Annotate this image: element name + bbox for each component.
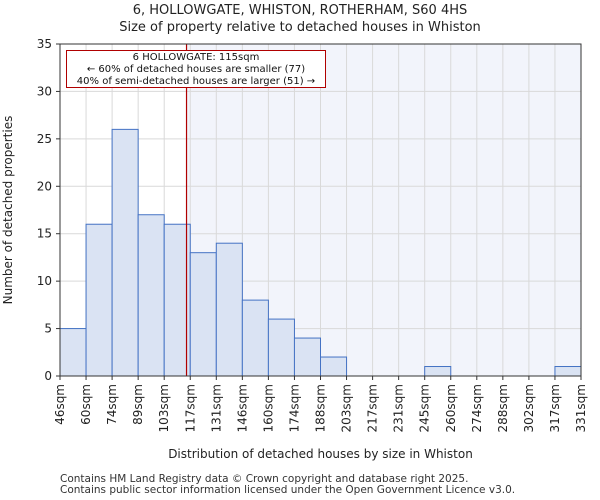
x-tick-label: 203sqm [340, 384, 354, 432]
footer-licence: Contains public sector information licen… [60, 484, 516, 496]
histogram-bar [293, 337, 322, 377]
x-tick-label: 317sqm [548, 384, 562, 432]
x-tick-label: 288sqm [496, 384, 510, 432]
annotation-line-3: 40% of semi-detached houses are larger (… [76, 76, 316, 87]
chart-title: 6, HOLLOWGATE, WHISTON, ROTHERHAM, S60 4… [132, 3, 468, 18]
y-tick-label: 35 [37, 37, 52, 51]
x-tick-label: 188sqm [314, 384, 328, 432]
x-tick-label: 89sqm [131, 384, 145, 425]
x-tick-label: 274sqm [470, 384, 484, 432]
y-tick-label: 20 [37, 179, 52, 193]
x-tick-label: 331sqm [574, 384, 588, 432]
x-tick-label: 131sqm [209, 384, 223, 432]
histogram-bar [85, 223, 113, 377]
histogram-bar [554, 366, 582, 377]
x-tick-label: 217sqm [366, 384, 380, 432]
y-tick-label: 0 [44, 369, 52, 383]
x-tick-label: 60sqm [79, 384, 93, 425]
x-tick-label: 260sqm [444, 384, 458, 432]
x-tick-label: 117sqm [183, 384, 197, 432]
x-tick-label: 231sqm [392, 384, 406, 432]
histogram-bar [59, 328, 87, 377]
annotation-line-2: ← 60% of detached houses are smaller (77… [86, 64, 306, 75]
chart-subtitle: Size of property relative to detached ho… [119, 20, 481, 35]
y-tick-label: 25 [37, 132, 52, 146]
x-tick-label: 160sqm [261, 384, 275, 432]
histogram-bar [424, 366, 452, 377]
x-tick-label: 103sqm [157, 384, 171, 432]
x-tick-label: 245sqm [418, 384, 432, 432]
x-tick-label: 146sqm [235, 384, 249, 432]
histogram-bar [137, 214, 165, 377]
x-axis-label: Distribution of detached houses by size … [168, 447, 473, 461]
x-tick-label: 302sqm [522, 384, 536, 432]
histogram-bar [267, 318, 295, 377]
x-tick-label: 46sqm [53, 384, 67, 425]
histogram-bar [189, 252, 217, 377]
property-annotation: 6 HOLLOWGATE: 115sqm ← 60% of detached h… [66, 50, 326, 88]
annotation-line-1: 6 HOLLOWGATE: 115sqm [132, 52, 260, 63]
histogram-bar [215, 242, 243, 377]
footer-copyright: Contains HM Land Registry data © Crown c… [60, 473, 469, 485]
y-tick-label: 15 [37, 227, 52, 241]
y-tick-label: 10 [37, 274, 52, 288]
x-tick-label: 74sqm [105, 384, 119, 425]
histogram-bar [320, 356, 348, 377]
x-tick-label: 174sqm [287, 384, 301, 432]
histogram-bar [241, 299, 269, 377]
y-tick-label: 5 [44, 322, 52, 336]
y-tick-label: 30 [37, 84, 52, 98]
histogram-bar [111, 128, 139, 377]
y-axis-label: Number of detached properties [1, 116, 15, 305]
